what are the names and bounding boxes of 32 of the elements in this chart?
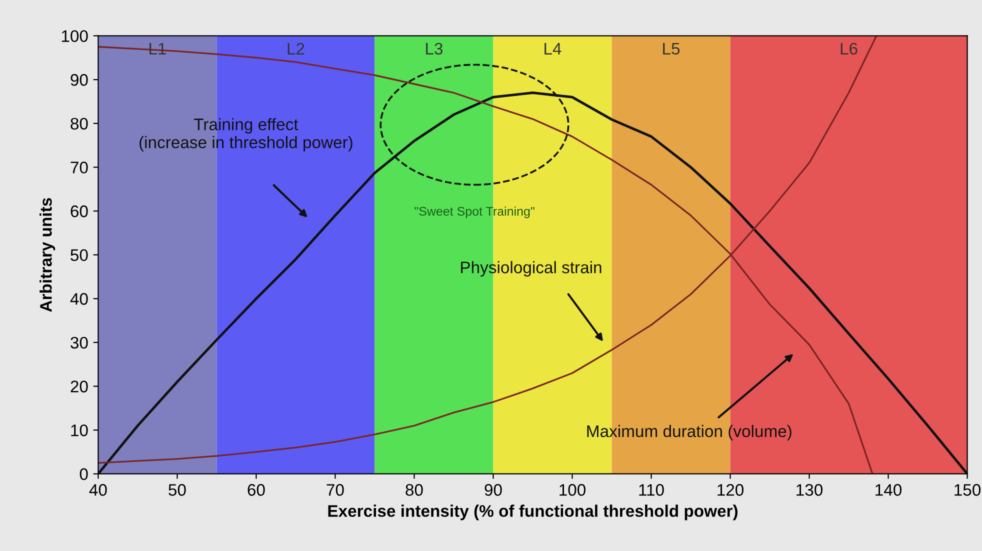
y-tick-label: 20 — [70, 380, 88, 392]
x-tick-label: 50 — [168, 484, 186, 496]
y-tick-label: 70 — [70, 162, 88, 174]
band-label: L5 — [663, 43, 680, 55]
x-tick-label: 130 — [796, 484, 823, 496]
x-tick-label: 80 — [406, 484, 423, 496]
x-tick-label: 150 — [954, 484, 981, 496]
x-axis-title: Exercise intensity (% of functional threshold power) — [328, 504, 738, 520]
y-tick-label: 60 — [70, 205, 88, 218]
y-tick-label: 30 — [70, 336, 88, 349]
x-tick-label: 120 — [718, 484, 744, 496]
x-tick-label: 140 — [876, 484, 902, 496]
y-tick-label: 40 — [70, 293, 88, 305]
y-tick-label: 80 — [70, 118, 88, 130]
band-label: L4 — [544, 43, 562, 54]
x-tick-label: 60 — [248, 484, 265, 496]
y-axis-title: Arbitrary units — [40, 198, 56, 312]
band-label: L2 — [288, 42, 304, 54]
x-tick-label: 100 — [560, 484, 586, 496]
band-label: L3 — [426, 42, 443, 55]
y-tick-label: 50 — [70, 249, 88, 262]
x-tick-label: 110 — [639, 484, 664, 496]
x-tick-label: 70 — [326, 484, 344, 496]
annotation: Maximum duration (volume) — [587, 424, 792, 440]
y-tick-label: 100 — [62, 30, 88, 42]
y-tick-label: 0 — [80, 468, 88, 480]
x-tick-label: 40 — [89, 484, 107, 496]
band-label: L6 — [840, 42, 858, 55]
x-tick-label: 90 — [484, 484, 502, 496]
y-tick-label: 10 — [71, 424, 88, 436]
y-tick-label: 90 — [70, 74, 88, 86]
annotation: Training effect (increase in threshold power) — [140, 118, 352, 152]
